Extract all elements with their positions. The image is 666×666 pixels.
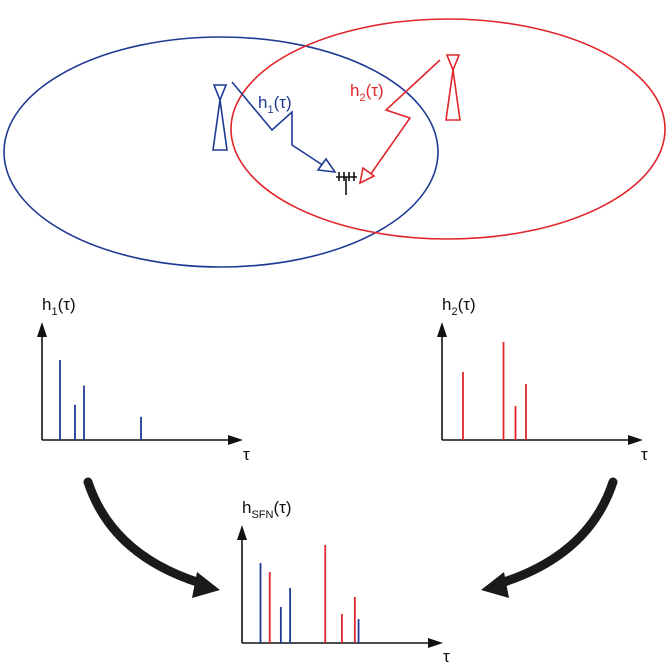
receiver-antenna-icon xyxy=(336,172,357,195)
coverage-area-tx2 xyxy=(230,18,666,240)
y-axis-arrowhead xyxy=(237,525,247,540)
x-axis-arrowhead xyxy=(428,638,443,648)
y-axis-arrowhead xyxy=(37,322,47,337)
combine-arrow-right xyxy=(481,477,618,598)
plot-title: h2(τ) xyxy=(442,295,476,318)
propagation-path-1 xyxy=(231,81,337,174)
link-label-1: h1(τ) xyxy=(258,93,292,116)
impulse-plot-hsfn: hSFN(τ) τ xyxy=(237,498,450,666)
propagation-path-2 xyxy=(358,59,441,185)
x-axis-arrowhead xyxy=(628,435,643,445)
transmitter-2-icon xyxy=(445,54,461,121)
tau-axis-label: τ xyxy=(243,445,250,464)
tau-axis-label: τ xyxy=(443,647,450,666)
plot-title: h1(τ) xyxy=(42,295,76,318)
transmitter-1-icon xyxy=(212,84,228,151)
impulse-plot-h2: h2(τ) τ xyxy=(437,295,648,464)
x-axis-arrowhead xyxy=(228,435,243,445)
y-axis-arrowhead xyxy=(437,322,447,337)
coverage-area-tx1 xyxy=(3,36,439,268)
impulses xyxy=(259,545,360,643)
link-label-2: h2(τ) xyxy=(350,81,384,104)
tau-axis-label: τ xyxy=(641,445,648,464)
impulse-plot-h1: h1(τ) τ xyxy=(37,295,250,464)
plot-title: hSFN(τ) xyxy=(242,498,292,521)
impulses xyxy=(59,360,142,440)
impulses xyxy=(462,342,527,440)
combine-arrow-left xyxy=(83,477,220,598)
